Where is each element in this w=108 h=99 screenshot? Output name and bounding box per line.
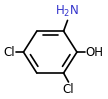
Text: Cl: Cl (3, 46, 15, 59)
Text: H$_2$N: H$_2$N (55, 3, 80, 19)
Text: Cl: Cl (63, 83, 74, 96)
Text: OH: OH (86, 46, 104, 59)
